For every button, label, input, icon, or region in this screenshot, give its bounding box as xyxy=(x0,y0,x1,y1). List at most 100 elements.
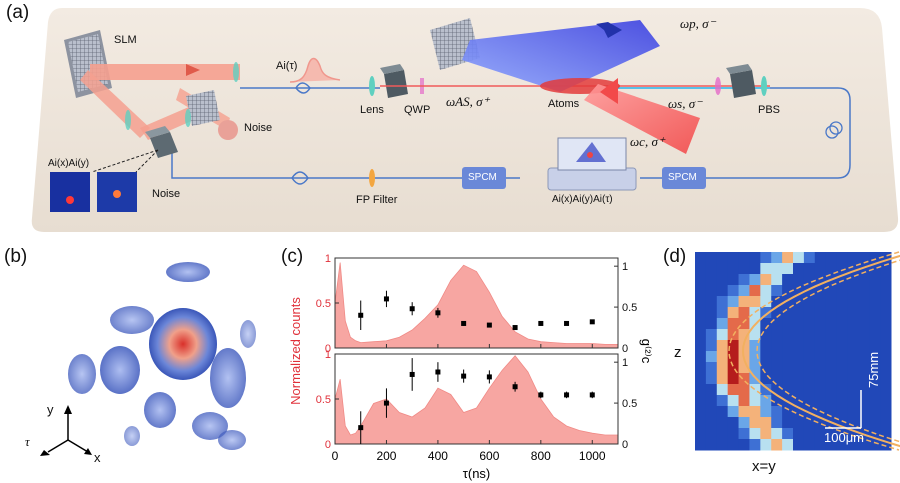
heatmap-cell xyxy=(782,417,794,429)
heatmap-cell xyxy=(836,351,848,363)
heatmap-cell xyxy=(869,417,881,429)
xtick-label: 1000 xyxy=(579,449,606,463)
heatmap-cell xyxy=(738,395,750,407)
heatmap-cell xyxy=(847,362,859,374)
heatmap-cell xyxy=(738,285,750,297)
heatmap-cell xyxy=(858,263,870,275)
g2-point xyxy=(538,392,544,398)
heatmap-cell xyxy=(814,373,827,385)
ytick-right-label: 0 xyxy=(622,439,628,451)
heatmap-cell xyxy=(727,296,740,308)
heatmap-cell xyxy=(716,318,729,330)
heatmap-cell xyxy=(782,351,794,363)
heatmap-cell xyxy=(814,417,827,429)
heatmap-cell xyxy=(771,373,783,385)
heatmap-cell xyxy=(771,263,783,275)
heatmap-cell xyxy=(738,439,750,451)
heatmap-cell xyxy=(749,439,761,451)
g2-point xyxy=(538,320,544,326)
g2-point xyxy=(512,325,518,331)
heatmap-cell xyxy=(760,417,772,429)
heatmap-cell xyxy=(727,274,740,286)
heatmap-cell xyxy=(716,307,729,319)
heatmap-cell xyxy=(771,428,783,440)
heatmap-cell xyxy=(869,406,881,418)
heatmap-cell xyxy=(716,340,729,352)
label-fp-filter: FP Filter xyxy=(356,194,398,206)
panel-label-b: (b) xyxy=(4,246,28,267)
heatmap-cell xyxy=(880,428,892,440)
heatmap-cell xyxy=(847,384,859,396)
ytick-right-label: 0.5 xyxy=(622,398,637,410)
heatmap-cell xyxy=(825,285,838,297)
heatmap-cell xyxy=(760,362,772,374)
heatmap-cell xyxy=(869,329,881,341)
heatmap-cell xyxy=(880,318,892,330)
heatmap-cell xyxy=(814,296,827,308)
g2-point xyxy=(564,320,570,326)
heatmap-cell xyxy=(749,252,761,264)
heatmap-cell xyxy=(749,329,761,341)
g2-point xyxy=(461,320,467,326)
heatmap-cell xyxy=(814,439,827,451)
label-omega-as: ωAS, σ⁺ xyxy=(446,94,490,109)
label-atoms: Atoms xyxy=(548,98,580,110)
heatmap-cell xyxy=(705,329,718,341)
heatmap-cell xyxy=(727,252,740,264)
airy-parabola-dashed-inner xyxy=(728,251,900,451)
heatmap-cell xyxy=(727,340,740,352)
heatmap-cell xyxy=(738,252,750,264)
heatmap-cell xyxy=(847,307,859,319)
heatmap-cell xyxy=(880,296,892,308)
heatmap-cell xyxy=(716,384,729,396)
heatmap-cell xyxy=(847,296,859,308)
heatmap-cell xyxy=(782,428,794,440)
label-monitor: Ai(x)Ai(y)Ai(τ) xyxy=(552,194,613,205)
xtick-label: 0 xyxy=(332,449,339,463)
heatmap-cell xyxy=(847,373,859,385)
heatmap-cell xyxy=(869,274,881,286)
panel-d-heatmap xyxy=(695,251,900,451)
heatmap-cell xyxy=(760,329,772,341)
heatmap-cell xyxy=(695,351,707,363)
heatmap-cell xyxy=(825,384,838,396)
heatmap-cell xyxy=(749,362,761,374)
heatmap-cell xyxy=(814,340,827,352)
heatmap-cell xyxy=(847,340,859,352)
heatmap-cell xyxy=(880,340,892,352)
heatmap-cell xyxy=(695,439,707,451)
heatmap-cell xyxy=(793,263,805,275)
heatmap-cell xyxy=(727,285,740,297)
heatmap-cell xyxy=(716,428,729,440)
heatmap-cell xyxy=(760,296,772,308)
heatmap-cell xyxy=(782,285,794,297)
heatmap-cell xyxy=(760,384,772,396)
y-axis-left-label: Normalized counts xyxy=(288,297,303,405)
heatmap-cell xyxy=(793,373,805,385)
heatmap-cell xyxy=(847,428,859,440)
panel-label-a: (a) xyxy=(6,2,30,23)
heatmap-cell xyxy=(749,406,761,418)
ytick-right-label: 0.5 xyxy=(622,302,637,314)
heatmap-cell xyxy=(814,252,827,264)
heatmap-cell xyxy=(749,417,761,429)
ytick-left-label: 0.5 xyxy=(316,298,331,310)
heatmap-cell xyxy=(738,406,750,418)
label-spcm-right: SPCM xyxy=(668,172,697,183)
heatmap-cell xyxy=(869,373,881,385)
label-noise-2: Noise xyxy=(152,188,181,200)
heatmap-cell xyxy=(814,263,827,275)
heatmap-cell xyxy=(727,362,740,374)
heatmap-cell xyxy=(727,406,740,418)
heatmap-cell xyxy=(705,274,718,286)
heatmap-cell xyxy=(716,406,729,418)
heatmap-cell xyxy=(695,406,707,418)
g2-point xyxy=(486,374,492,380)
heatmap-cell xyxy=(749,340,761,352)
g2-point xyxy=(589,319,595,325)
fiber-bottom xyxy=(171,152,520,179)
heatmap-cell xyxy=(727,395,740,407)
heatmap-cell xyxy=(793,428,805,440)
heatmap-cell xyxy=(847,395,859,407)
heatmap-cell xyxy=(738,296,750,308)
